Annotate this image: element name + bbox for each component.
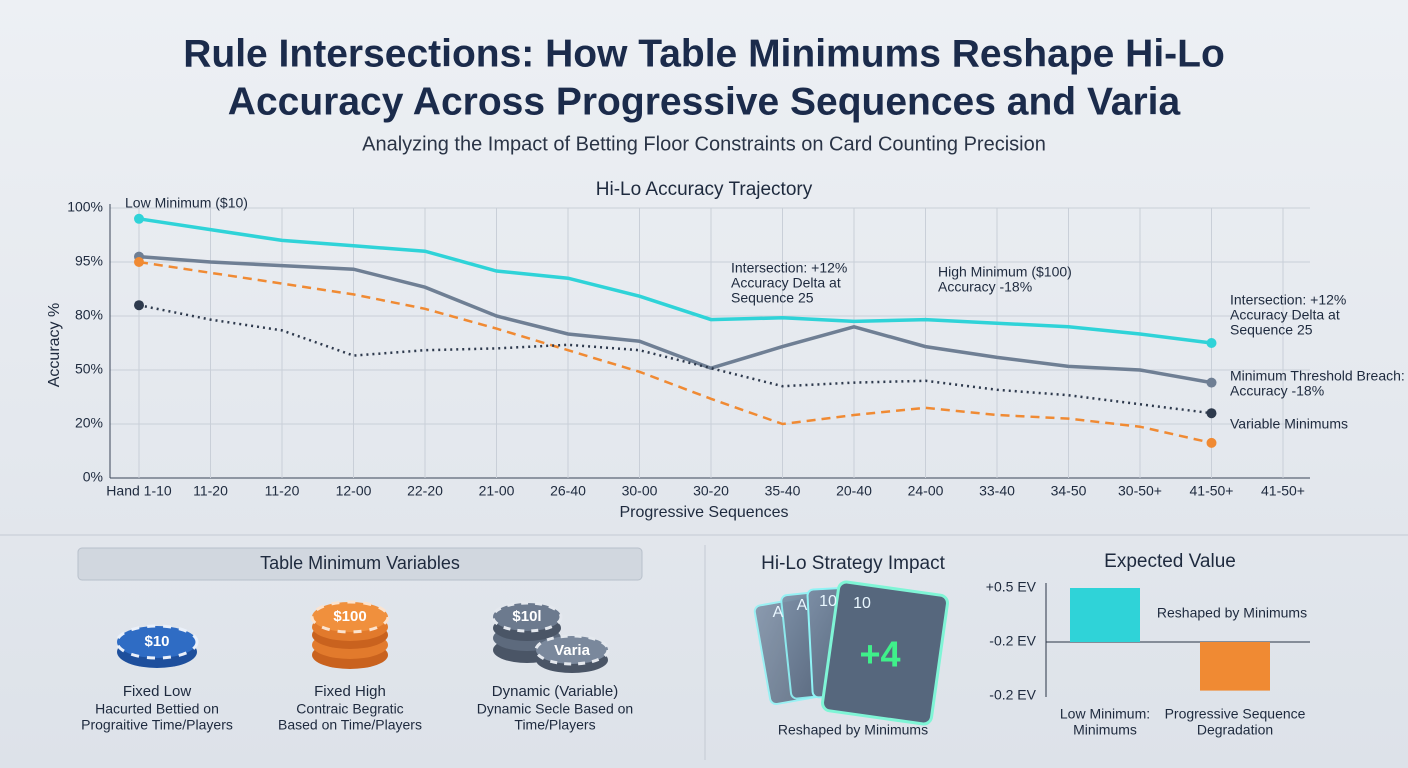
chip-stack bbox=[491, 601, 610, 673]
chip-label: $10l bbox=[512, 608, 541, 625]
ev-axis-label: -0.2 EV bbox=[989, 687, 1036, 703]
series-marker bbox=[1206, 338, 1217, 348]
annotation: Sequence 25 bbox=[1230, 322, 1313, 338]
x-tick-label: 11-20 bbox=[193, 483, 228, 499]
annotation: High Minimum ($100) bbox=[938, 264, 1072, 280]
series-marker bbox=[1206, 408, 1217, 419]
x-tick-label: 41-50+ bbox=[1190, 483, 1234, 499]
y-axis-label: Accuracy % bbox=[46, 303, 63, 387]
card-label: 10 bbox=[853, 595, 871, 612]
x-tick-label: 30-50+ bbox=[1118, 483, 1162, 499]
chip-label: Varia bbox=[554, 642, 591, 659]
y-tick-label: 80% bbox=[75, 307, 103, 323]
y-tick-label: 0% bbox=[83, 469, 103, 485]
series-marker bbox=[134, 257, 144, 267]
caption: Reshaped by Minimums bbox=[778, 722, 928, 738]
x-axis-label: Progressive Sequences bbox=[620, 504, 789, 521]
annotation: Variable Minimums bbox=[1230, 416, 1348, 432]
x-tick-label: 11-20 bbox=[265, 483, 300, 499]
bar bbox=[1200, 642, 1270, 691]
ev-axis-label: -0.2 EV bbox=[989, 633, 1036, 649]
x-tick-label: 30-00 bbox=[622, 483, 658, 499]
cards bbox=[753, 580, 949, 726]
annotation: Accuracy Delta at bbox=[731, 275, 841, 291]
chart-title: Rule Intersections: How Table Minimums R… bbox=[183, 32, 1225, 75]
item-name: Dynamic (Variable) bbox=[492, 683, 618, 700]
y-tick-label: 100% bbox=[67, 199, 103, 215]
chip-stack bbox=[115, 624, 199, 668]
panel-title: Hi-Lo Strategy Impact bbox=[761, 553, 945, 574]
bar-label: Low Minimum: bbox=[1060, 706, 1150, 722]
card-label: 10 bbox=[819, 593, 837, 610]
series-marker bbox=[1206, 377, 1217, 388]
series-line bbox=[138, 254, 1212, 385]
series-marker bbox=[1206, 437, 1217, 448]
chart-title: Accuracy Across Progressive Sequences an… bbox=[228, 80, 1181, 123]
item-desc: Hacurted Bettied on bbox=[95, 701, 219, 717]
x-tick-label: 12-00 bbox=[336, 483, 372, 499]
y-tick-label: 95% bbox=[75, 253, 103, 269]
item-desc: Prograitive Time/Players bbox=[81, 717, 233, 733]
annotation: Accuracy Delta at bbox=[1230, 307, 1340, 323]
ev-axis-label: +0.5 EV bbox=[986, 579, 1037, 595]
x-tick-label: 21-00 bbox=[479, 483, 515, 499]
y-tick-label: 20% bbox=[75, 415, 103, 431]
x-tick-label: 30-20 bbox=[693, 483, 729, 499]
x-tick-label: 22-20 bbox=[407, 483, 443, 499]
item-desc: Dynamic Secle Based on bbox=[477, 701, 633, 717]
panel-title: Table Minimum Variables bbox=[260, 553, 460, 573]
item-desc: Based on Time/Players bbox=[278, 717, 422, 733]
bar bbox=[1070, 588, 1140, 642]
item-name: Fixed Low bbox=[123, 683, 192, 700]
ev-note: Reshaped by Minimums bbox=[1157, 605, 1307, 621]
item-desc: Time/Players bbox=[514, 717, 595, 733]
item-desc: Contraic Begratic bbox=[296, 701, 403, 717]
card-label: A bbox=[797, 597, 808, 614]
bar-label: Progressive Sequence bbox=[1165, 706, 1306, 722]
x-tick-label: 26-40 bbox=[550, 483, 586, 499]
y-tick-label: 50% bbox=[75, 361, 103, 377]
chip-label: $100 bbox=[333, 608, 366, 625]
annotation: Accuracy -18% bbox=[938, 279, 1032, 295]
plot-title: Hi-Lo Accuracy Trajectory bbox=[596, 179, 813, 200]
series-line bbox=[138, 217, 1212, 345]
x-tick-label: 20-40 bbox=[836, 483, 872, 499]
bar-label: Degradation bbox=[1197, 722, 1273, 738]
x-tick-label: 35-40 bbox=[765, 483, 801, 499]
subtitle: Analyzing the Impact of Betting Floor Co… bbox=[362, 133, 1046, 155]
annotation: Minimum Threshold Breach: bbox=[1230, 368, 1405, 384]
annotation: Low Minimum ($10) bbox=[125, 195, 248, 211]
x-tick-label: Hand 1-10 bbox=[106, 483, 172, 499]
x-tick-label: 34-50 bbox=[1051, 483, 1087, 499]
series-marker bbox=[134, 300, 144, 311]
item-name: Fixed High bbox=[314, 683, 386, 700]
series-line bbox=[138, 260, 1212, 445]
chip-label: $10 bbox=[144, 633, 169, 650]
chip-stack bbox=[310, 600, 390, 669]
count-label: +4 bbox=[859, 634, 900, 675]
panel-header bbox=[77, 547, 643, 581]
annotation: Sequence 25 bbox=[731, 290, 814, 306]
x-tick-label: 33-40 bbox=[979, 483, 1015, 499]
ev-title: Expected Value bbox=[1104, 551, 1236, 572]
series-marker bbox=[134, 213, 144, 224]
series-line bbox=[138, 303, 1212, 415]
card-label: A bbox=[773, 604, 784, 621]
annotation: Accuracy -18% bbox=[1230, 383, 1324, 399]
x-tick-label: 41-50+ bbox=[1261, 483, 1305, 499]
annotation: Intersection: +12% bbox=[731, 260, 847, 276]
annotation: Intersection: +12% bbox=[1230, 292, 1346, 308]
bar-label: Minimums bbox=[1073, 722, 1137, 738]
x-tick-label: 24-00 bbox=[908, 483, 944, 499]
